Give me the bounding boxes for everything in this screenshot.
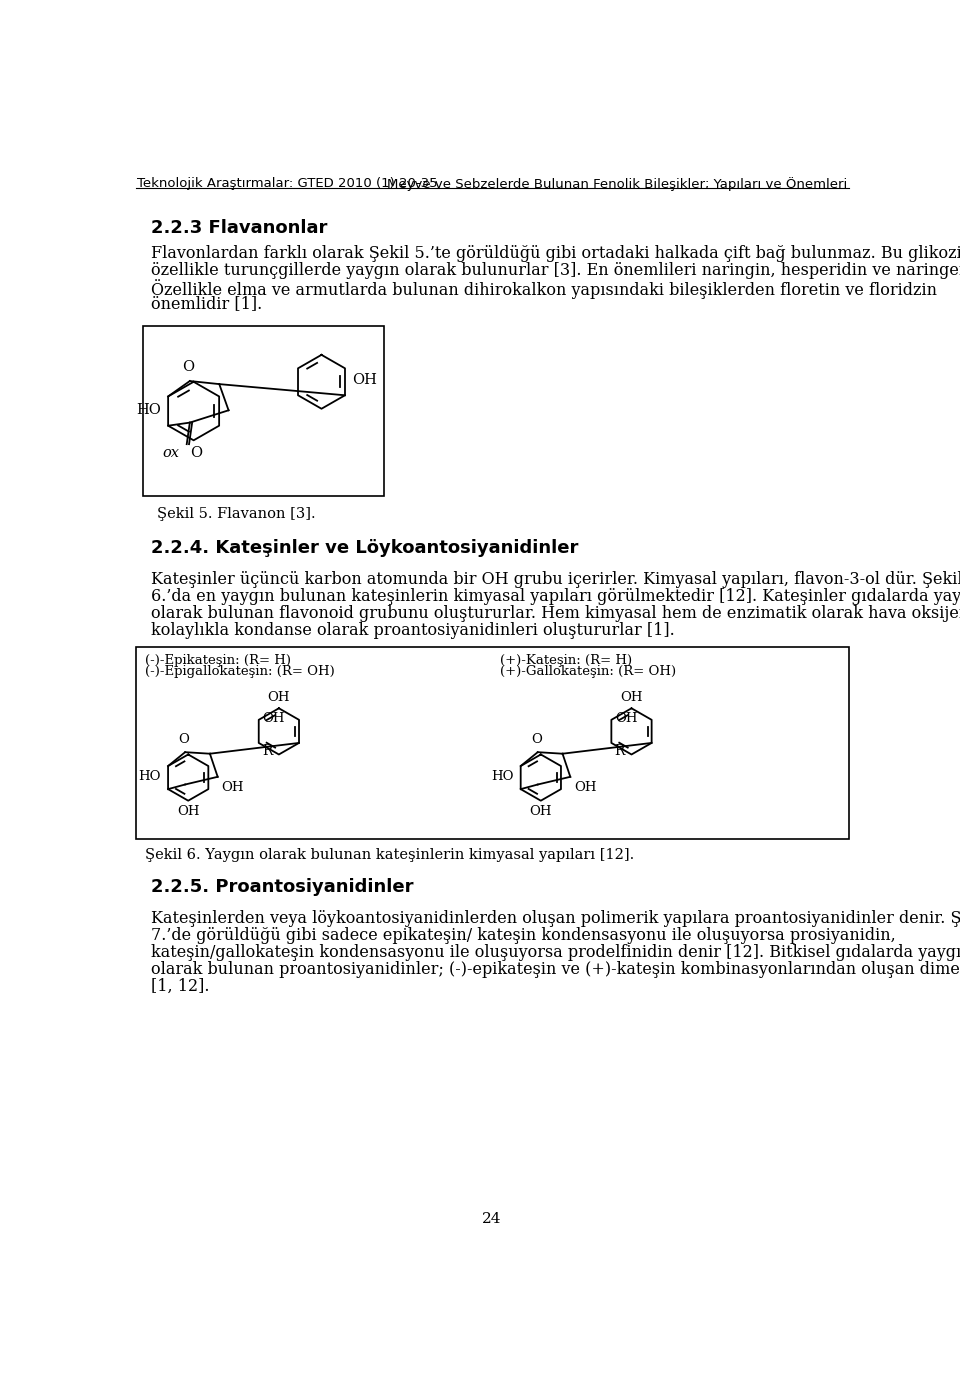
Text: HO: HO [492, 770, 514, 783]
Text: O: O [182, 360, 194, 374]
Text: OH: OH [530, 805, 552, 819]
Text: 24: 24 [482, 1212, 502, 1226]
Text: (+)-Gallokateşin: (R= OH): (+)-Gallokateşin: (R= OH) [500, 665, 676, 679]
Text: O: O [531, 733, 541, 747]
Text: (-)-Epikateşin: (R= H): (-)-Epikateşin: (R= H) [145, 654, 291, 668]
Text: OH: OH [574, 781, 597, 795]
Text: O: O [191, 446, 203, 460]
Text: [1, 12].: [1, 12]. [151, 978, 209, 994]
Text: 2.2.3 Flavanonlar: 2.2.3 Flavanonlar [151, 219, 327, 237]
Text: OH: OH [177, 805, 200, 819]
Text: ox: ox [162, 446, 179, 460]
Text: OH: OH [620, 691, 643, 704]
Text: OH: OH [351, 374, 376, 388]
Text: OH: OH [615, 712, 637, 724]
Text: O: O [179, 733, 189, 747]
Text: OH: OH [222, 781, 244, 795]
Text: kateşin/gallokateşin kondensasyonu ile oluşuyorsa prodelfinidin denir [12]. Bitk: kateşin/gallokateşin kondensasyonu ile o… [151, 945, 960, 961]
Text: olarak bulunan proantosiyanidinler; (-)-epikateşin ve (+)-kateşin kombinasyonlar: olarak bulunan proantosiyanidinler; (-)-… [151, 961, 960, 978]
Text: Flavonlardan farklı olarak Şekil 5.’te görüldüğü gibi ortadaki halkada çift bağ : Flavonlardan farklı olarak Şekil 5.’te g… [151, 245, 960, 262]
Text: Şekil 6. Yaygın olarak bulunan kateşinlerin kimyasal yapıları [12].: Şekil 6. Yaygın olarak bulunan kateşinle… [145, 849, 634, 863]
Text: R: R [614, 745, 625, 759]
Text: R: R [262, 745, 273, 759]
Text: OH: OH [268, 691, 290, 704]
Text: Kateşinler üçüncü karbon atomunda bir OH grubu içerirler. Kimyasal yapıları, fla: Kateşinler üçüncü karbon atomunda bir OH… [151, 571, 960, 589]
Bar [143, 327, 383, 496]
Text: Kateşinlerden veya löykoantosiyanidinlerden oluşan polimerik yapılara proantosiy: Kateşinlerden veya löykoantosiyanidinler… [151, 910, 960, 927]
Text: 2.2.5. Proantosiyanidinler: 2.2.5. Proantosiyanidinler [151, 878, 414, 896]
Text: (-)-Epigallokateşin: (R= OH): (-)-Epigallokateşin: (R= OH) [145, 665, 334, 679]
Text: HO: HO [138, 770, 161, 783]
Text: kolaylıkla kondanse olarak proantosiyanidinleri oluştururlar [1].: kolaylıkla kondanse olarak proantosiyani… [151, 622, 675, 638]
Text: Özellikle elma ve armutlarda bulunan dihirokalkon yapısındaki bileşiklerden flor: Özellikle elma ve armutlarda bulunan dih… [151, 278, 937, 299]
Text: HO: HO [136, 403, 161, 417]
Text: Şekil 5. Flavanon [3].: Şekil 5. Flavanon [3]. [157, 507, 316, 521]
Text: 2.2.4. Kateşinler ve Löykoantosiyanidinler: 2.2.4. Kateşinler ve Löykoantosiyanidinl… [151, 539, 578, 557]
Text: olarak bulunan flavonoid grubunu oluştururlar. Hem kimyasal hem de enzimatik ola: olarak bulunan flavonoid grubunu oluştur… [151, 605, 960, 622]
Text: Meyve ve Sebzelerde Bulunan Fenolik Bileşikler; Yapıları ve Önemleri: Meyve ve Sebzelerde Bulunan Fenolik Bile… [387, 177, 847, 191]
Text: 6.’da en yaygın bulunan kateşinlerin kimyasal yapıları görülmektedir [12]. Kateş: 6.’da en yaygın bulunan kateşinlerin kim… [151, 589, 960, 605]
Bar [135, 647, 849, 839]
Text: önemlidir [1].: önemlidir [1]. [151, 295, 262, 313]
Text: Teknolojik Araştırmalar: GTED 2010 (1) 20-35: Teknolojik Araştırmalar: GTED 2010 (1) 2… [137, 177, 438, 190]
Text: 7.’de görüldüğü gibi sadece epikateşin/ kateşin kondensasyonu ile oluşuyorsa pro: 7.’de görüldüğü gibi sadece epikateşin/ … [151, 927, 896, 945]
Text: (+)-Kateşin: (R= H): (+)-Kateşin: (R= H) [500, 654, 632, 668]
Text: OH: OH [263, 712, 285, 724]
Text: özellikle turunçgillerde yaygın olarak bulunurlar [3]. En önemlileri naringin, h: özellikle turunçgillerde yaygın olarak b… [151, 262, 960, 278]
